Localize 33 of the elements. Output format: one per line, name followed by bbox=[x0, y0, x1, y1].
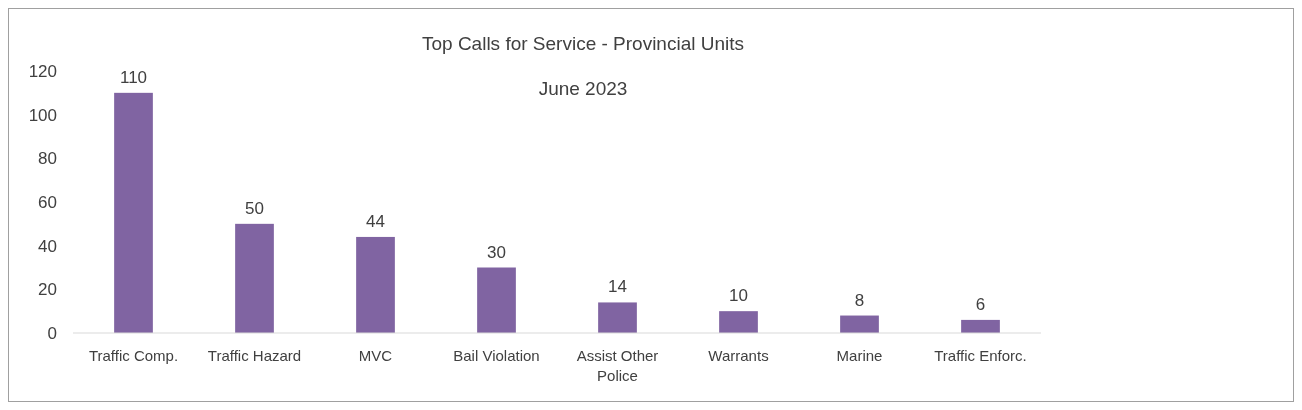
bar bbox=[114, 92, 153, 333]
data-label: 44 bbox=[366, 211, 385, 231]
y-tick-label: 120 bbox=[28, 61, 57, 81]
data-label: 30 bbox=[487, 242, 506, 262]
bar bbox=[356, 236, 395, 333]
x-tick-label: Bail Violation bbox=[453, 347, 540, 364]
x-tick-label: MVC bbox=[358, 347, 393, 364]
data-label: 10 bbox=[729, 286, 748, 306]
bar bbox=[598, 302, 637, 333]
bar bbox=[961, 319, 1000, 333]
bar bbox=[840, 315, 879, 333]
x-tick-label: Traffic Comp. bbox=[88, 347, 179, 364]
data-label: 8 bbox=[854, 290, 865, 310]
data-label: 110 bbox=[119, 67, 148, 87]
bar bbox=[235, 223, 274, 333]
data-label: 6 bbox=[975, 294, 986, 314]
y-tick-label: 0 bbox=[47, 323, 57, 343]
data-label: 14 bbox=[608, 277, 627, 297]
chart-subtitle: June 2023 bbox=[538, 78, 628, 99]
data-label: 50 bbox=[245, 198, 264, 218]
y-tick-label: 60 bbox=[38, 192, 57, 212]
y-tick-label: 100 bbox=[28, 105, 57, 125]
bar bbox=[719, 311, 758, 333]
x-tick-label: Traffic Enforc. bbox=[934, 347, 1027, 364]
chart-title: Top Calls for Service - Provincial Units bbox=[421, 33, 745, 54]
y-tick-label: 40 bbox=[38, 236, 57, 256]
y-tick-label: 20 bbox=[38, 280, 57, 300]
x-tick-label: Warrants bbox=[708, 347, 769, 364]
x-tick-label: Assist Other Police bbox=[576, 347, 659, 384]
bar bbox=[477, 267, 516, 333]
x-tick-label: Traffic Hazard bbox=[207, 347, 302, 364]
y-tick-label: 80 bbox=[38, 149, 57, 169]
x-tick-label: Marine bbox=[836, 347, 883, 364]
